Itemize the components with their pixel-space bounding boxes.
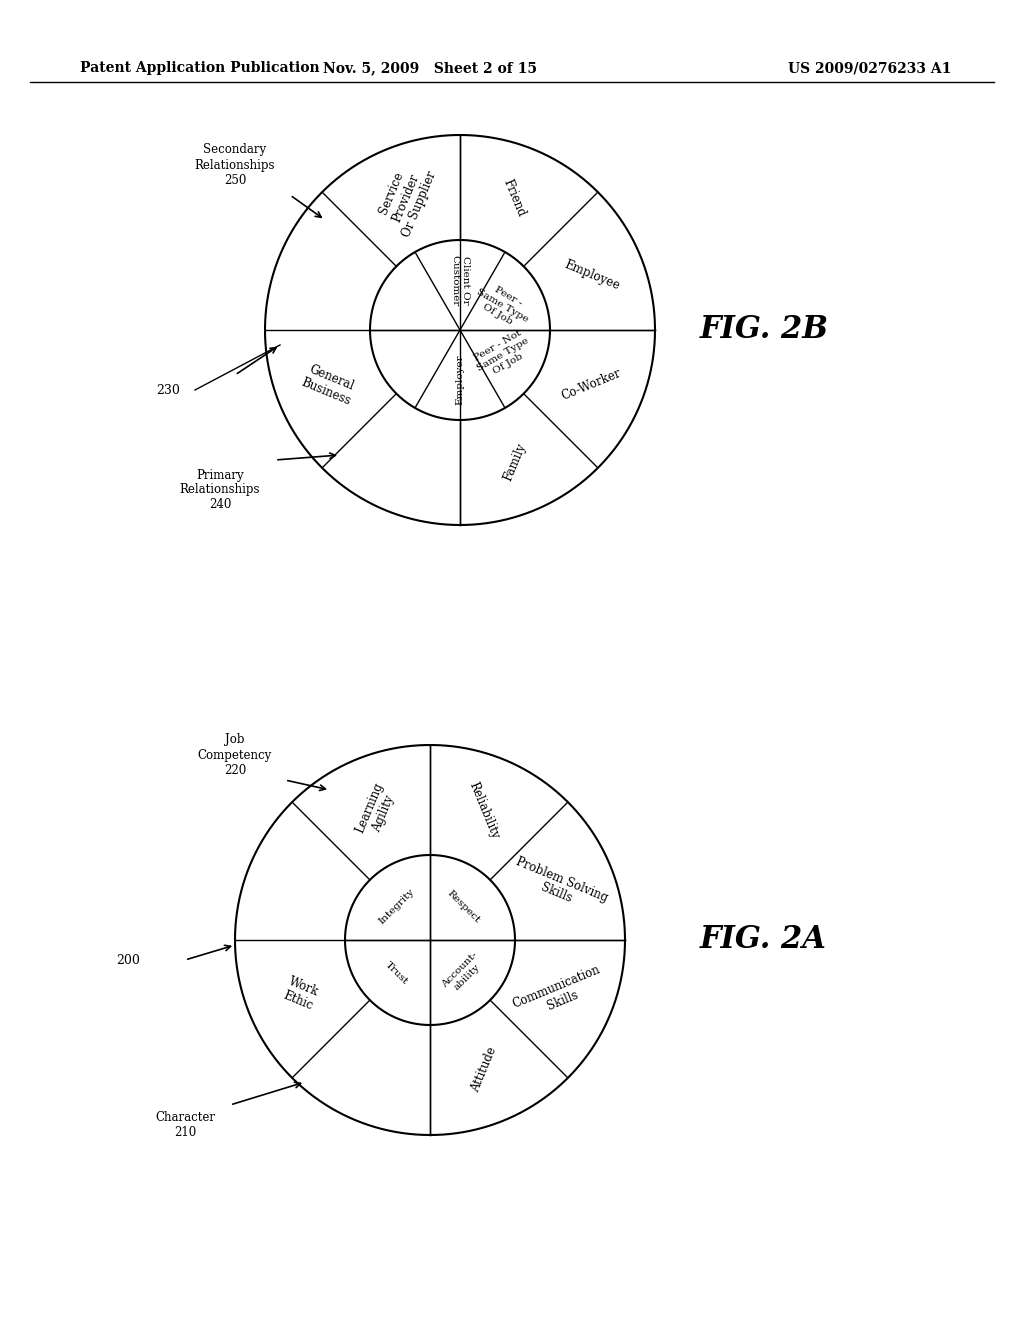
Text: Job
Competency
220: Job Competency 220: [198, 734, 272, 776]
Text: Family: Family: [501, 441, 528, 483]
Text: Employer: Employer: [456, 354, 465, 405]
Text: US 2009/0276233 A1: US 2009/0276233 A1: [788, 61, 951, 75]
Text: 200: 200: [116, 953, 140, 966]
Text: 230: 230: [156, 384, 180, 396]
Text: FIG. 2B: FIG. 2B: [700, 314, 829, 346]
Text: Character
210: Character 210: [155, 1111, 215, 1139]
Text: FIG. 2A: FIG. 2A: [700, 924, 826, 956]
Text: Learning
Agility: Learning Agility: [353, 780, 399, 841]
Text: Reliability: Reliability: [466, 780, 501, 841]
Text: Secondary
Relationships
250: Secondary Relationships 250: [195, 144, 275, 186]
Text: Co-Worker: Co-Worker: [560, 367, 624, 403]
Text: Peer - Not
Same Type
Of Job: Peer - Not Same Type Of Job: [470, 327, 536, 383]
Text: Integrity: Integrity: [378, 887, 417, 927]
Text: Primary
Relationships
240: Primary Relationships 240: [180, 469, 260, 511]
Text: Account-
ability: Account- ability: [439, 950, 486, 997]
Text: Service
Provider
Or Supplier: Service Provider Or Supplier: [372, 158, 438, 239]
Text: General
Business: General Business: [299, 362, 358, 408]
Text: Work
Ethic: Work Ethic: [281, 974, 321, 1012]
Text: Peer -
Same Type
Of Job: Peer - Same Type Of Job: [470, 277, 536, 333]
Text: Patent Application Publication: Patent Application Publication: [80, 61, 319, 75]
Text: Nov. 5, 2009   Sheet 2 of 15: Nov. 5, 2009 Sheet 2 of 15: [323, 61, 537, 75]
Text: Employee: Employee: [562, 259, 622, 293]
Text: Problem Solving
Skills: Problem Solving Skills: [509, 854, 610, 919]
Text: Friend: Friend: [501, 178, 528, 219]
Text: Communication
Skills: Communication Skills: [511, 962, 608, 1024]
Text: Trust: Trust: [384, 960, 411, 986]
Text: Respect: Respect: [445, 888, 481, 925]
Text: Attitude: Attitude: [468, 1044, 499, 1094]
Text: Client Or
Customer: Client Or Customer: [451, 255, 470, 306]
